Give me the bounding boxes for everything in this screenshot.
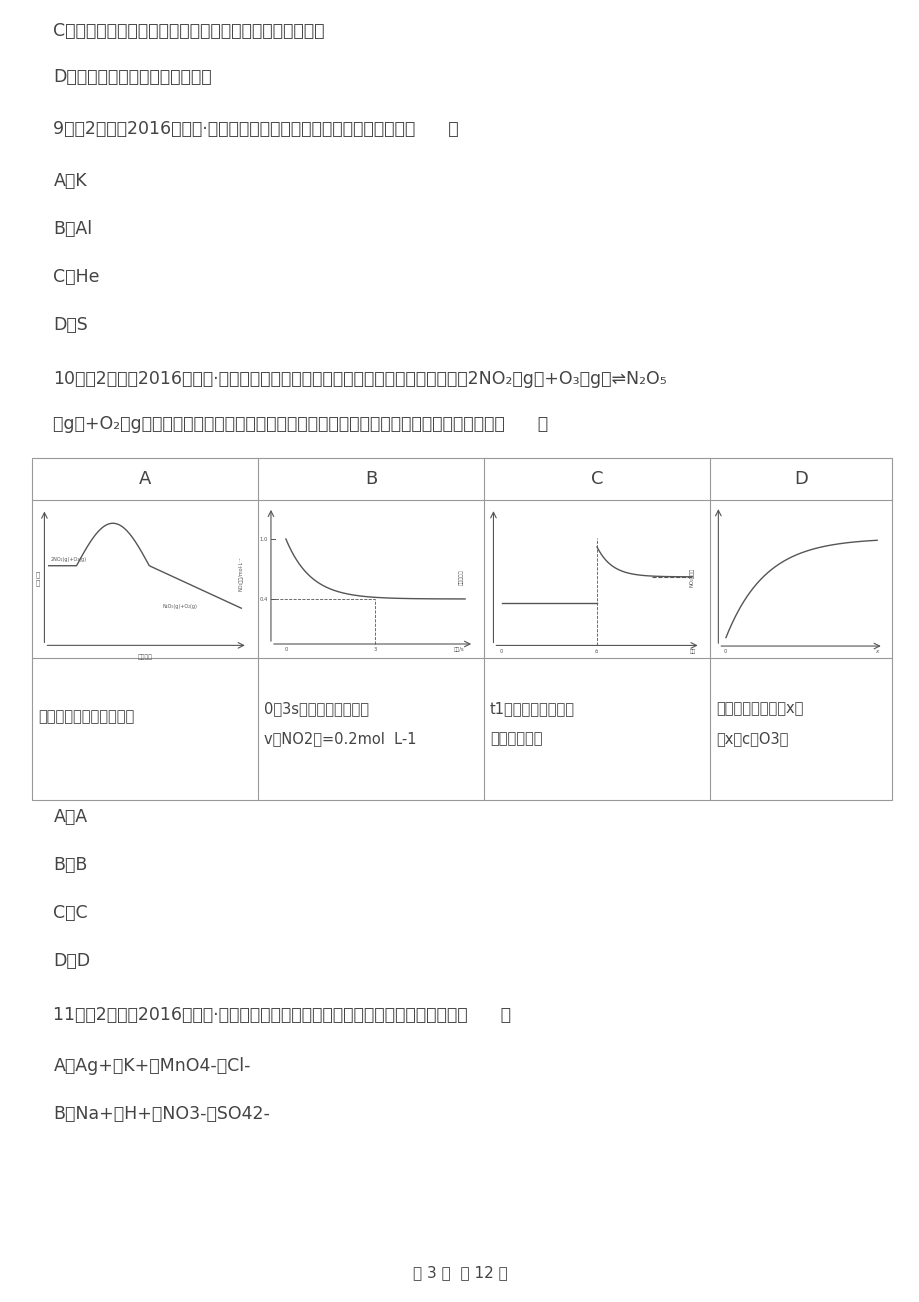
Text: A．K: A．K	[53, 172, 87, 190]
Text: 平衡正向移动: 平衡正向移动	[490, 732, 542, 746]
Text: 3: 3	[373, 647, 377, 652]
Text: 升高温度，平衡常数增大: 升高温度，平衡常数增大	[38, 710, 134, 724]
Text: 0～3s内，反应速率为：: 0～3s内，反应速率为：	[264, 702, 369, 716]
Text: D．金属氧化物一定是碱性氧化物: D．金属氧化物一定是碱性氧化物	[53, 68, 211, 86]
Text: v（NO2）=0.2mol  L-1: v（NO2）=0.2mol L-1	[264, 732, 416, 746]
Text: C．经分析某物质只含有一种元素，则该物质一定是纯净物: C．经分析某物质只含有一种元素，则该物质一定是纯净物	[53, 22, 324, 40]
Text: 1.0: 1.0	[259, 536, 267, 542]
Text: 达平衡时，仅改变x，: 达平衡时，仅改变x，	[715, 702, 802, 716]
Text: 能
量: 能 量	[36, 572, 40, 586]
Text: NO₂浓度/mol·L⁻¹: NO₂浓度/mol·L⁻¹	[238, 557, 244, 591]
Text: （g）+O₂（g），反应在恒容密闭容器中进行，下列由该反应相关图象作出的判断正确的是（      ）: （g）+O₂（g），反应在恒容密闭容器中进行，下列由该反应相关图象作出的判断正确…	[53, 415, 548, 434]
Text: 时间: 时间	[688, 648, 695, 654]
Text: B: B	[365, 470, 377, 488]
Text: 0: 0	[284, 647, 288, 652]
Text: A．Ag+，K+，MnO4-，Cl-: A．Ag+，K+，MnO4-，Cl-	[53, 1057, 251, 1075]
Text: 则x为c（O3）: 则x为c（O3）	[715, 732, 788, 746]
Text: 9．（2分）（2016高一下·黑龙江期末）下列元素中，金属性最强的是（      ）: 9．（2分）（2016高一下·黑龙江期末）下列元素中，金属性最强的是（ ）	[53, 120, 459, 138]
Text: D．S: D．S	[53, 316, 88, 335]
Text: 2NO₂(g)+O₃(g): 2NO₂(g)+O₃(g)	[51, 557, 87, 561]
Text: C: C	[590, 470, 603, 488]
Text: t₁: t₁	[595, 648, 598, 654]
Text: N₂O₅(g)+O₂(g): N₂O₅(g)+O₂(g)	[162, 604, 197, 609]
Text: B．Al: B．Al	[53, 220, 93, 238]
Text: 时间/s: 时间/s	[453, 647, 464, 652]
Text: t1时仅加入催化剂，: t1时仅加入催化剂，	[490, 702, 574, 716]
Text: A: A	[139, 470, 151, 488]
Text: B．Na+，H+，NO3-，SO42-: B．Na+，H+，NO3-，SO42-	[53, 1105, 270, 1124]
Text: C．C: C．C	[53, 904, 88, 922]
Text: C．He: C．He	[53, 268, 100, 286]
Text: NO₂转化率: NO₂转化率	[689, 568, 694, 587]
Text: 0.4: 0.4	[259, 596, 267, 602]
Text: 反应过程: 反应过程	[137, 655, 153, 660]
Text: D: D	[793, 470, 807, 488]
Text: 第 3 页  共 12 页: 第 3 页 共 12 页	[413, 1266, 506, 1280]
Text: A．A: A．A	[53, 809, 87, 825]
Text: 0: 0	[499, 648, 503, 654]
Text: 正反应速率: 正反应速率	[458, 569, 463, 585]
Text: B．B: B．B	[53, 855, 87, 874]
Bar	[32, 458, 891, 799]
Text: 10．（2分）（2016高二上·重庆期中）臭氧是理想的烟气脔确剂，其脔确反应为：2NO₂（g）+O₃（g）⇌N₂O₅: 10．（2分）（2016高二上·重庆期中）臭氧是理想的烟气脔确剂，其脔确反应为：…	[53, 370, 666, 388]
Text: x: x	[875, 650, 878, 655]
Text: 11．（2分）（2016高一上·远安期中）能大量共存且溶液为无色透明的离子组是（      ）: 11．（2分）（2016高一上·远安期中）能大量共存且溶液为无色透明的离子组是（…	[53, 1006, 511, 1023]
Text: D．D: D．D	[53, 952, 90, 970]
Text: 0: 0	[722, 650, 726, 655]
